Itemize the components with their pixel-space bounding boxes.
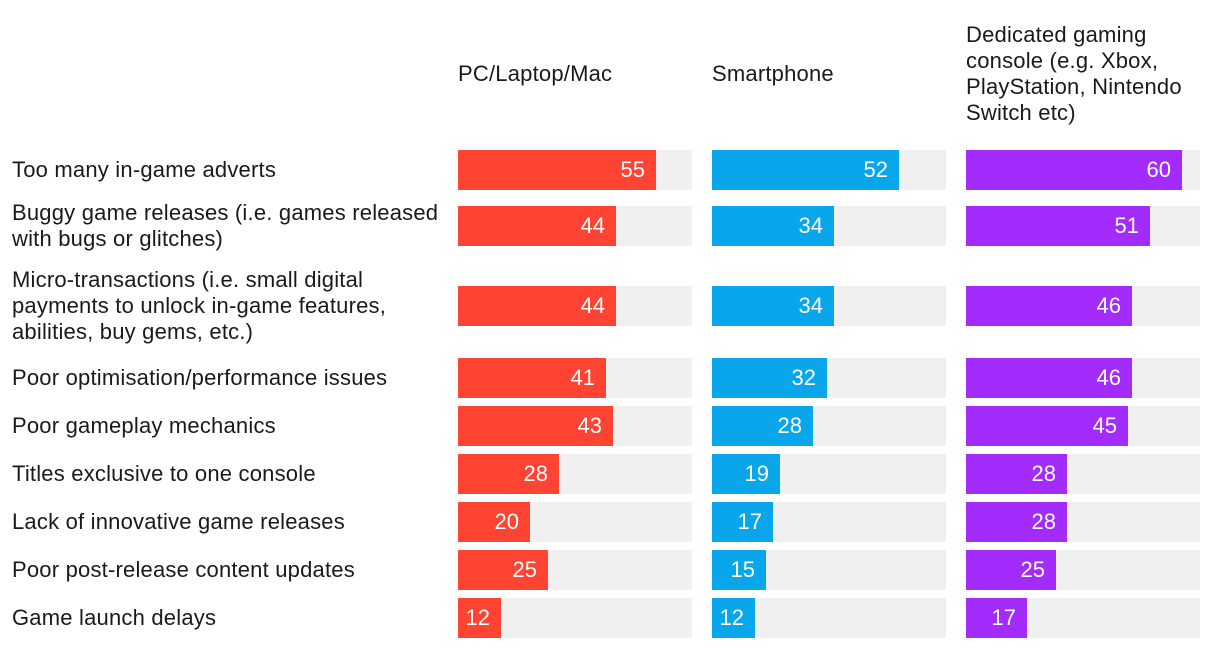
bar-track: 34 bbox=[712, 286, 946, 326]
bar bbox=[712, 502, 773, 542]
bar-track: 12 bbox=[458, 598, 692, 638]
bar bbox=[966, 358, 1132, 398]
bar bbox=[712, 206, 834, 246]
data-label: 51 bbox=[1114, 213, 1139, 238]
data-label: 28 bbox=[1031, 461, 1056, 486]
bar-track: 52 bbox=[712, 150, 946, 190]
bar-track: 60 bbox=[966, 150, 1200, 190]
bar-track: 55 bbox=[458, 150, 692, 190]
bar bbox=[458, 150, 656, 190]
category-label: Poor post-release content updates bbox=[12, 557, 355, 582]
bar-track: 25 bbox=[966, 550, 1200, 590]
bar-track: 15 bbox=[712, 550, 946, 590]
bar bbox=[712, 358, 827, 398]
column-header: Smartphone bbox=[712, 61, 834, 86]
data-label: 43 bbox=[577, 413, 602, 438]
data-label: 55 bbox=[620, 157, 645, 182]
bar-track: 28 bbox=[458, 454, 692, 494]
bar-track: 28 bbox=[712, 406, 946, 446]
category-label: Titles exclusive to one console bbox=[12, 461, 316, 486]
bar-track: 44 bbox=[458, 206, 692, 246]
bar-track: 28 bbox=[966, 502, 1200, 542]
bar bbox=[712, 550, 766, 590]
bar bbox=[712, 454, 780, 494]
category-label: Game launch delays bbox=[12, 605, 217, 630]
bar-track: 32 bbox=[712, 358, 946, 398]
data-label: 25 bbox=[512, 557, 537, 582]
data-label: 20 bbox=[494, 509, 519, 534]
data-label: 44 bbox=[580, 293, 605, 318]
bar-track: 25 bbox=[458, 550, 692, 590]
bar bbox=[966, 550, 1056, 590]
bar bbox=[712, 598, 755, 638]
bar bbox=[458, 358, 606, 398]
bar bbox=[458, 454, 559, 494]
bar bbox=[458, 550, 548, 590]
category-label: Buggy game releases (i.e. games released… bbox=[12, 200, 439, 251]
category-label: Micro-transactions (i.e. small digital p… bbox=[12, 267, 387, 344]
data-label: 28 bbox=[1031, 509, 1056, 534]
data-label: 15 bbox=[730, 557, 755, 582]
bar-track: 17 bbox=[712, 502, 946, 542]
data-label: 46 bbox=[1096, 293, 1121, 318]
category-label: Too many in-game adverts bbox=[12, 157, 277, 182]
data-label: 34 bbox=[798, 213, 823, 238]
data-label: 60 bbox=[1146, 157, 1171, 182]
data-label: 17 bbox=[991, 605, 1016, 630]
data-label: 34 bbox=[798, 293, 823, 318]
data-label: 28 bbox=[777, 413, 802, 438]
bar-track: 51 bbox=[966, 206, 1200, 246]
data-label: 28 bbox=[523, 461, 548, 486]
data-label: 12 bbox=[465, 605, 490, 630]
category-label: Lack of innovative game releases bbox=[12, 509, 345, 534]
bar-track: 19 bbox=[712, 454, 946, 494]
bar-track: 28 bbox=[966, 454, 1200, 494]
data-label: 12 bbox=[719, 605, 744, 630]
bar bbox=[458, 502, 530, 542]
data-label: 52 bbox=[863, 157, 888, 182]
bar bbox=[458, 598, 501, 638]
bar-track: 45 bbox=[966, 406, 1200, 446]
column-header: PC/Laptop/Mac bbox=[458, 61, 613, 86]
data-label: 32 bbox=[791, 365, 816, 390]
bar bbox=[966, 502, 1067, 542]
bar bbox=[966, 406, 1128, 446]
bar bbox=[966, 150, 1182, 190]
bar bbox=[966, 286, 1132, 326]
bar bbox=[458, 406, 613, 446]
bar-track: 46 bbox=[966, 286, 1200, 326]
bar bbox=[712, 150, 899, 190]
bar-track: 46 bbox=[966, 358, 1200, 398]
bar bbox=[458, 206, 616, 246]
bar bbox=[966, 454, 1067, 494]
column-header: Dedicated gaming console (e.g. Xbox, Pla… bbox=[966, 22, 1182, 125]
bar-track: 34 bbox=[712, 206, 946, 246]
data-label: 44 bbox=[580, 213, 605, 238]
bar bbox=[458, 286, 616, 326]
bar-track: 44 bbox=[458, 286, 692, 326]
bar bbox=[712, 406, 813, 446]
data-label: 45 bbox=[1092, 413, 1117, 438]
bar-track: 17 bbox=[966, 598, 1200, 638]
bar bbox=[966, 598, 1027, 638]
bar bbox=[966, 206, 1150, 246]
data-label: 17 bbox=[737, 509, 762, 534]
bar-track: 12 bbox=[712, 598, 946, 638]
data-label: 46 bbox=[1096, 365, 1121, 390]
data-label: 25 bbox=[1020, 557, 1045, 582]
data-label: 19 bbox=[744, 461, 769, 486]
bar-track: 43 bbox=[458, 406, 692, 446]
category-label: Poor gameplay mechanics bbox=[12, 413, 276, 438]
category-label: Poor optimisation/performance issues bbox=[12, 365, 388, 390]
data-label: 41 bbox=[570, 365, 595, 390]
bar-track: 20 bbox=[458, 502, 692, 542]
bar bbox=[712, 286, 834, 326]
bar-track: 41 bbox=[458, 358, 692, 398]
